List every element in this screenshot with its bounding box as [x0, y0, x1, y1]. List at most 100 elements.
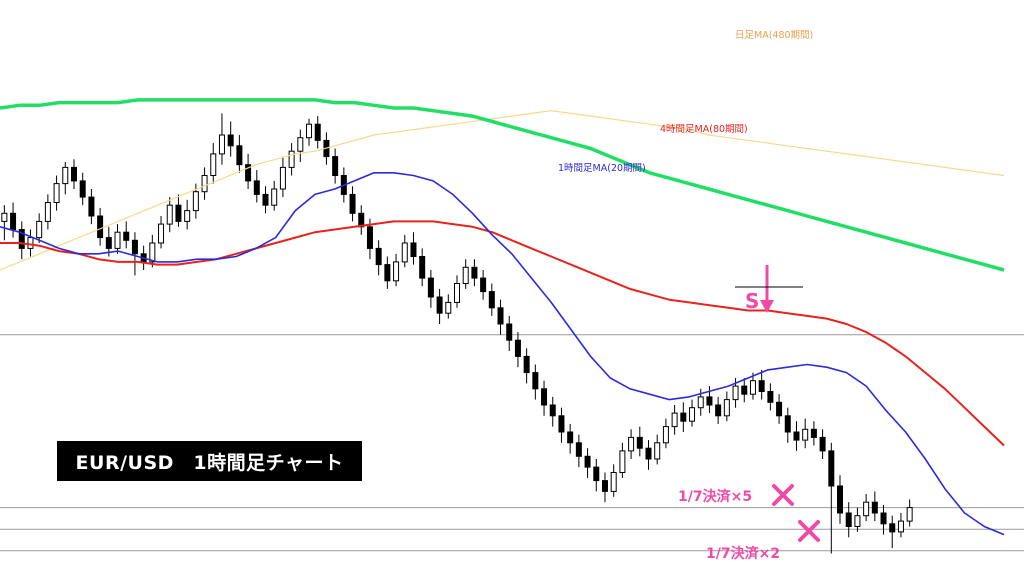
candle-body	[236, 145, 243, 166]
candle-body	[723, 399, 730, 417]
candle-body	[871, 501, 878, 514]
candle-body	[828, 450, 835, 487]
candle-body	[767, 391, 774, 403]
candle-body	[366, 226, 373, 249]
ma-line-ma-4h-80	[0, 220, 1005, 447]
candle-body	[532, 372, 539, 390]
candle-body	[784, 415, 791, 433]
exit-label-1: 1/7決済×5	[678, 488, 752, 505]
candle-body	[662, 426, 669, 444]
ma-line-ma-daily-480	[0, 110, 1005, 271]
candle-body	[776, 401, 783, 417]
candle-body	[62, 166, 69, 185]
candle-body	[332, 156, 339, 177]
candle-body	[88, 196, 95, 217]
candle-body	[575, 442, 582, 457]
candle-body	[253, 180, 260, 195]
candle-body	[349, 193, 356, 214]
candle-body	[793, 431, 800, 441]
candle-body	[462, 266, 469, 284]
candle-body	[393, 261, 400, 282]
candle-body	[732, 385, 739, 401]
candle-body	[271, 188, 278, 206]
candle-body	[158, 223, 165, 244]
candle-body	[897, 520, 904, 533]
chart-title: EUR/USD 1時間足チャート	[57, 441, 362, 481]
candle-body	[471, 266, 478, 279]
candle-body	[384, 264, 391, 282]
candle-body	[749, 380, 756, 395]
candle-body	[758, 380, 765, 393]
candle-body	[541, 388, 548, 406]
candle-body	[514, 339, 521, 357]
candle-body	[279, 166, 286, 190]
candle-body	[44, 202, 51, 222]
candle-body	[131, 239, 138, 255]
ma-label-ma-daily-480: 日足MA(480期間)	[735, 30, 813, 41]
candle-body	[149, 242, 156, 263]
candle-body	[837, 485, 844, 514]
candle-body	[10, 212, 17, 231]
candle-body	[192, 191, 199, 212]
candle-body	[506, 323, 513, 341]
candle-body	[689, 407, 696, 422]
candle-body	[558, 415, 565, 433]
exit-label-2: 1/7決済×2	[706, 545, 780, 562]
down-arrow-icon	[760, 300, 774, 313]
candle-body	[262, 193, 269, 206]
candle-body	[906, 507, 913, 522]
candle-body	[306, 123, 313, 139]
candle-body	[97, 215, 104, 239]
candle-body	[401, 242, 408, 263]
x-mark-icon	[772, 484, 794, 506]
candle-body	[245, 164, 252, 182]
candle-body	[210, 153, 217, 176]
sell-label: S	[745, 289, 759, 313]
ma-line-ma-long-green	[0, 98, 1005, 272]
candle-body	[497, 307, 504, 325]
candle-body	[880, 512, 887, 525]
candle-body	[288, 150, 295, 168]
candle-body	[445, 301, 452, 314]
ma-label-ma-1h-20: 1時間足MA(20期間)	[558, 163, 646, 174]
ma-line-ma-1h-20	[0, 172, 1005, 536]
candle-body	[184, 210, 191, 222]
candle-body	[549, 404, 556, 417]
candle-body	[593, 466, 600, 482]
ma-label-ma-4h-80: 4時間足MA(80期間)	[660, 124, 748, 135]
candle-body	[175, 204, 182, 222]
candle-body	[123, 231, 130, 241]
candle-body	[741, 385, 748, 395]
candle-body	[610, 472, 617, 492]
candle-body	[810, 428, 817, 438]
candle-body	[480, 277, 487, 293]
candle-body	[454, 283, 460, 303]
candle-body	[375, 247, 382, 266]
candle-body	[628, 436, 635, 452]
candle-body	[697, 396, 704, 409]
candle-body	[601, 480, 608, 492]
candle-body	[715, 404, 722, 417]
candle-body	[523, 355, 530, 374]
candle-body	[488, 291, 495, 309]
candle-body	[671, 412, 678, 428]
candle-body	[706, 396, 713, 406]
candle-body	[889, 523, 896, 533]
candle-body	[79, 180, 86, 198]
candle-body	[436, 296, 443, 314]
candle-body	[854, 515, 861, 528]
candle-body	[645, 447, 652, 460]
candle-body	[845, 512, 852, 527]
candle-body	[654, 442, 661, 460]
candle-body	[802, 428, 809, 441]
candle-body	[218, 134, 225, 155]
candle-body	[227, 134, 234, 147]
candle-body	[314, 123, 321, 141]
candle-body	[427, 277, 434, 298]
candle-body	[1, 212, 8, 222]
candle-body	[297, 137, 304, 152]
candle-body	[567, 431, 574, 444]
candle-body	[166, 204, 173, 225]
candle-body	[114, 231, 121, 249]
